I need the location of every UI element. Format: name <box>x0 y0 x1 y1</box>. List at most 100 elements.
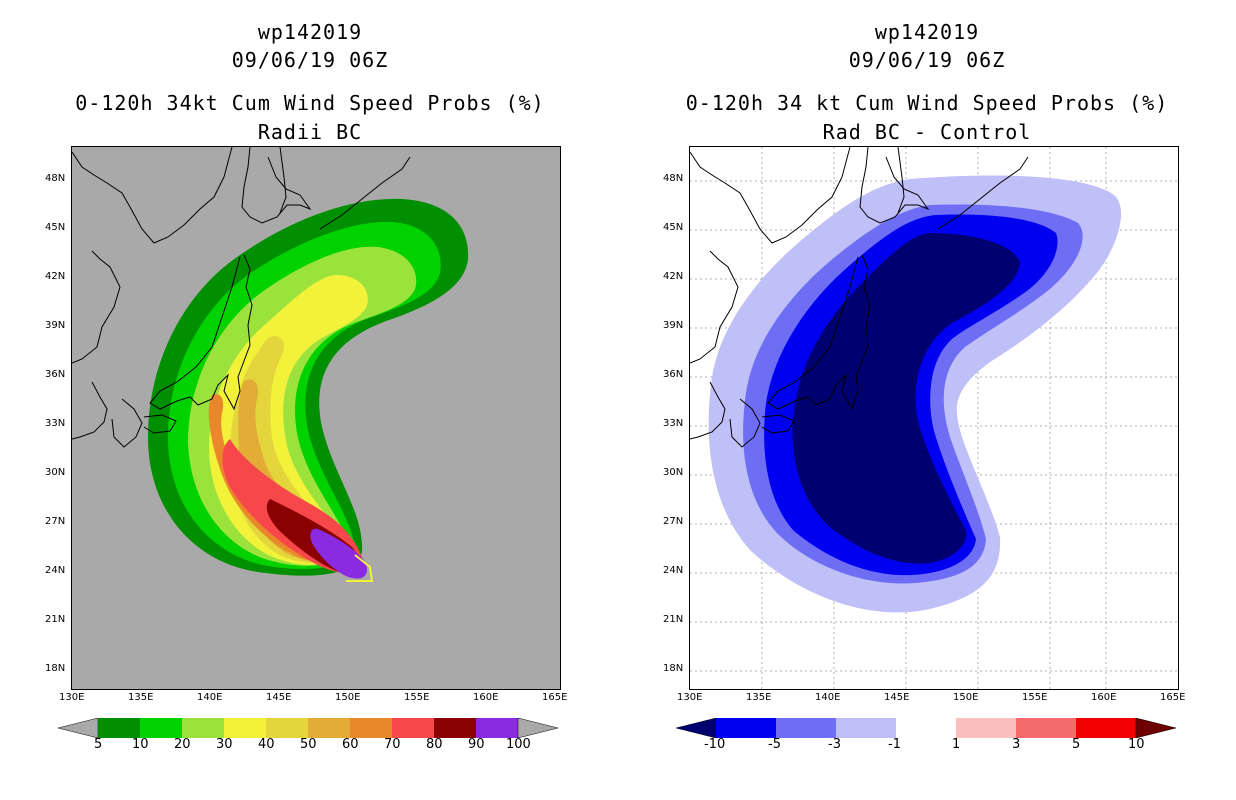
colorbar-segment <box>1016 718 1076 738</box>
lon-tick-label: 165E <box>542 692 568 703</box>
colorbar-tick-label: 90 <box>468 737 485 752</box>
lon-tick-label: 160E <box>1091 692 1117 703</box>
lat-tick-label: 45N <box>663 222 684 233</box>
lat-tick-label: 24N <box>45 565 66 576</box>
colorbar-tick-label: 70 <box>384 737 401 752</box>
lon-tick-label: 130E <box>59 692 85 703</box>
right-coastline-hokkaido <box>859 147 930 224</box>
lon-tick-label: 145E <box>266 692 292 703</box>
lat-tick-label: 45N <box>45 222 66 233</box>
left-coastline-honshu <box>149 254 253 411</box>
right-coastline-korean-peninsula <box>690 381 726 440</box>
colorbar-tick-label: 100 <box>506 737 531 752</box>
left-coastline-korea <box>72 250 121 364</box>
lat-tick-label: 48N <box>663 173 684 184</box>
colorbar-tick-label: 5 <box>94 737 103 752</box>
left-coastline-kyushu <box>111 398 143 448</box>
lat-tick-label: 18N <box>663 663 684 674</box>
lat-tick-label: 48N <box>45 173 66 184</box>
right-title-datetime: 09/06/19 06Z <box>848 48 1006 72</box>
lat-tick-label: 21N <box>663 614 684 625</box>
colorbar-tick-label: 20 <box>174 737 191 752</box>
left-coastlines <box>72 147 411 448</box>
colorbar-segment <box>956 718 1016 738</box>
left-coastline-sakhalin <box>279 147 287 214</box>
left-coastline-korean-peninsula <box>72 381 108 440</box>
colorbar-tick-label: 60 <box>342 737 359 752</box>
left-probability-map <box>71 146 561 690</box>
right-title-subtitle: Rad BC - Control <box>822 120 1032 144</box>
colorbar-under-triangle <box>676 718 717 738</box>
colorbar-segment <box>350 718 392 738</box>
left-title-subtitle: Radii BC <box>257 120 363 144</box>
colorbar-tick-label: -3 <box>828 737 841 752</box>
colorbar-segment <box>266 718 308 738</box>
contour-minus10 <box>792 233 1020 564</box>
colorbar-segment <box>392 718 434 738</box>
colorbar-over-triangle <box>517 718 558 738</box>
lon-tick-label: 160E <box>473 692 499 703</box>
colorbar-tick-label: -10 <box>704 737 726 752</box>
colorbar-tick-label: 3 <box>1012 737 1021 752</box>
colorbar-under-triangle <box>58 718 99 738</box>
colorbar-tick-label: 10 <box>132 737 149 752</box>
colorbar-segment <box>1076 718 1136 738</box>
lat-tick-label: 36N <box>45 369 66 380</box>
lat-tick-label: 18N <box>45 663 66 674</box>
lat-tick-label: 30N <box>45 467 66 478</box>
colorbar-tick-label: -5 <box>768 737 781 752</box>
left-coastline-asia-mainland <box>72 147 233 244</box>
lon-tick-label: 165E <box>1160 692 1186 703</box>
right-difference-contours <box>708 175 1122 613</box>
lon-tick-label: 135E <box>128 692 154 703</box>
left-title-product: 0-120h 34kt Cum Wind Speed Probs (%) <box>75 91 545 115</box>
colorbar-tick-label: 40 <box>258 737 275 752</box>
lat-tick-label: 39N <box>663 320 684 331</box>
right-coastline-honshu <box>767 254 871 411</box>
lat-tick-label: 21N <box>45 614 66 625</box>
left-colorbar <box>58 718 558 738</box>
colorbar-segment <box>716 718 776 738</box>
colorbar-segment <box>224 718 266 738</box>
colorbar-segment <box>98 718 140 738</box>
colorbar-tick-label: -1 <box>888 737 901 752</box>
lat-tick-label: 27N <box>45 516 66 527</box>
colorbar-over-triangle <box>1135 718 1176 738</box>
colorbar-segment <box>182 718 224 738</box>
colorbar-tick-label: 10 <box>1128 737 1145 752</box>
lon-tick-label: 145E <box>884 692 910 703</box>
colorbar-tick-label: 80 <box>426 737 443 752</box>
colorbar-segment <box>896 718 956 738</box>
colorbar-segment <box>836 718 896 738</box>
right-coastline-korea <box>690 250 739 364</box>
left-coastline-kurils <box>319 156 411 230</box>
lat-tick-label: 42N <box>663 271 684 282</box>
colorbar-tick-label: 30 <box>216 737 233 752</box>
left-coastline-hokkaido <box>241 147 312 224</box>
lon-tick-label: 150E <box>335 692 361 703</box>
right-coastline-kurils <box>937 156 1029 230</box>
right-coastline-sakhalin <box>897 147 905 214</box>
lon-tick-label: 155E <box>1022 692 1048 703</box>
lat-tick-label: 27N <box>663 516 684 527</box>
lat-tick-label: 39N <box>45 320 66 331</box>
colorbar-tick-label: 50 <box>300 737 317 752</box>
lon-tick-label: 130E <box>677 692 703 703</box>
right-difference-map <box>689 146 1179 690</box>
left-map-canvas <box>72 147 469 582</box>
right-title-storm-id: wp142019 <box>874 20 980 44</box>
lat-tick-label: 30N <box>663 467 684 478</box>
colorbar-segment <box>476 718 518 738</box>
right-map-canvas <box>690 147 1178 689</box>
colorbar-tick-label: 5 <box>1072 737 1081 752</box>
lon-tick-label: 140E <box>815 692 841 703</box>
left-probability-contours <box>148 198 469 582</box>
colorbar-segment <box>140 718 182 738</box>
right-coastline-shikoku <box>761 414 795 434</box>
colorbar-tick-label: 1 <box>952 737 961 752</box>
lon-tick-label: 140E <box>197 692 223 703</box>
lat-tick-label: 33N <box>663 418 684 429</box>
lat-tick-label: 36N <box>663 369 684 380</box>
left-title-storm-id: wp142019 <box>257 20 363 44</box>
lon-tick-label: 155E <box>404 692 430 703</box>
